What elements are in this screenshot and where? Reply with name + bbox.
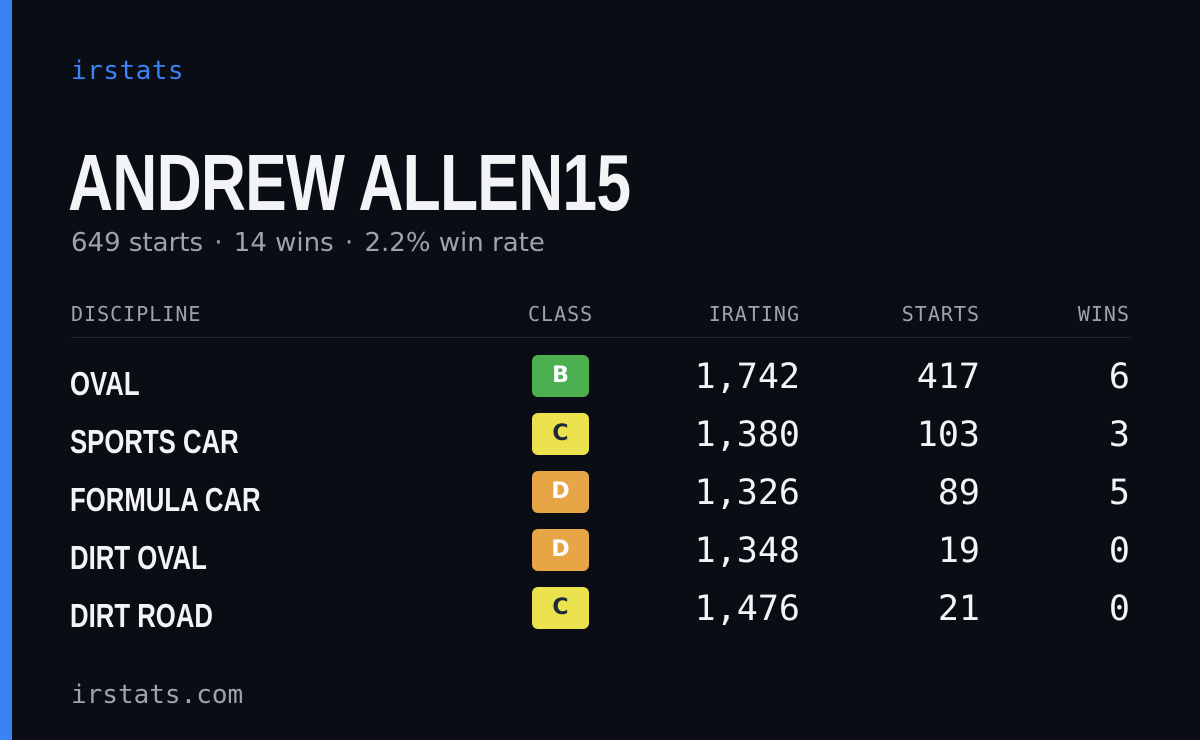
discipline-name: DIRT OVAL bbox=[70, 539, 207, 576]
column-header-irating: IRATING bbox=[708, 302, 800, 326]
starts-value: 21 bbox=[937, 589, 980, 629]
wins-summary: 14 wins bbox=[233, 228, 334, 258]
header-divider bbox=[71, 337, 1131, 338]
footer-url[interactable]: irstats.com bbox=[71, 680, 244, 710]
player-name: ANDREW ALLEN15 bbox=[68, 138, 631, 227]
brand-logo: irstats bbox=[71, 56, 185, 86]
player-summary: 649 starts · 14 wins · 2.2% win rate bbox=[71, 228, 545, 258]
wins-value: 5 bbox=[1108, 473, 1130, 513]
discipline-name: OVAL bbox=[70, 365, 140, 402]
column-header-starts: STARTS bbox=[901, 302, 980, 326]
summary-separator: · bbox=[214, 228, 223, 258]
class-badge: C bbox=[532, 413, 589, 455]
irating-value: 1,380 bbox=[694, 415, 800, 455]
summary-separator: · bbox=[344, 228, 354, 258]
wins-value: 0 bbox=[1108, 589, 1130, 629]
irating-value: 1,348 bbox=[694, 531, 800, 571]
column-header-discipline: DISCIPLINE bbox=[71, 302, 202, 326]
wins-value: 3 bbox=[1108, 415, 1130, 455]
table-row: DIRT OVAL D 1,348 19 0 bbox=[0, 523, 1200, 581]
discipline-name: DIRT ROAD bbox=[70, 597, 213, 634]
table-row: OVAL B 1,742 417 6 bbox=[0, 349, 1200, 407]
starts-value: 417 bbox=[916, 357, 980, 397]
column-header-wins: WINS bbox=[1077, 302, 1130, 326]
discipline-name: FORMULA CAR bbox=[70, 481, 261, 518]
class-badge: D bbox=[532, 471, 589, 513]
irating-value: 1,742 bbox=[694, 357, 800, 397]
irating-value: 1,476 bbox=[694, 589, 800, 629]
starts-value: 103 bbox=[916, 415, 980, 455]
table-row: FORMULA CAR D 1,326 89 5 bbox=[0, 465, 1200, 523]
discipline-table: OVAL B 1,742 417 6 SPORTS CAR C 1,380 10… bbox=[0, 349, 1200, 639]
column-header-class: CLASS bbox=[528, 302, 594, 326]
wins-value: 0 bbox=[1108, 531, 1130, 571]
class-badge: D bbox=[532, 529, 589, 571]
starts-value: 89 bbox=[937, 473, 980, 513]
accent-bar bbox=[0, 0, 12, 740]
table-row: DIRT ROAD C 1,476 21 0 bbox=[0, 581, 1200, 639]
starts-summary: 649 starts bbox=[71, 228, 203, 258]
irating-value: 1,326 bbox=[694, 473, 800, 513]
table-row: SPORTS CAR C 1,380 103 3 bbox=[0, 407, 1200, 465]
wins-value: 6 bbox=[1108, 357, 1130, 397]
class-badge: C bbox=[532, 587, 589, 629]
starts-value: 19 bbox=[937, 531, 980, 571]
discipline-name: SPORTS CAR bbox=[70, 423, 239, 460]
winrate-summary: 2.2% win rate bbox=[364, 228, 545, 258]
class-badge: B bbox=[532, 355, 589, 397]
